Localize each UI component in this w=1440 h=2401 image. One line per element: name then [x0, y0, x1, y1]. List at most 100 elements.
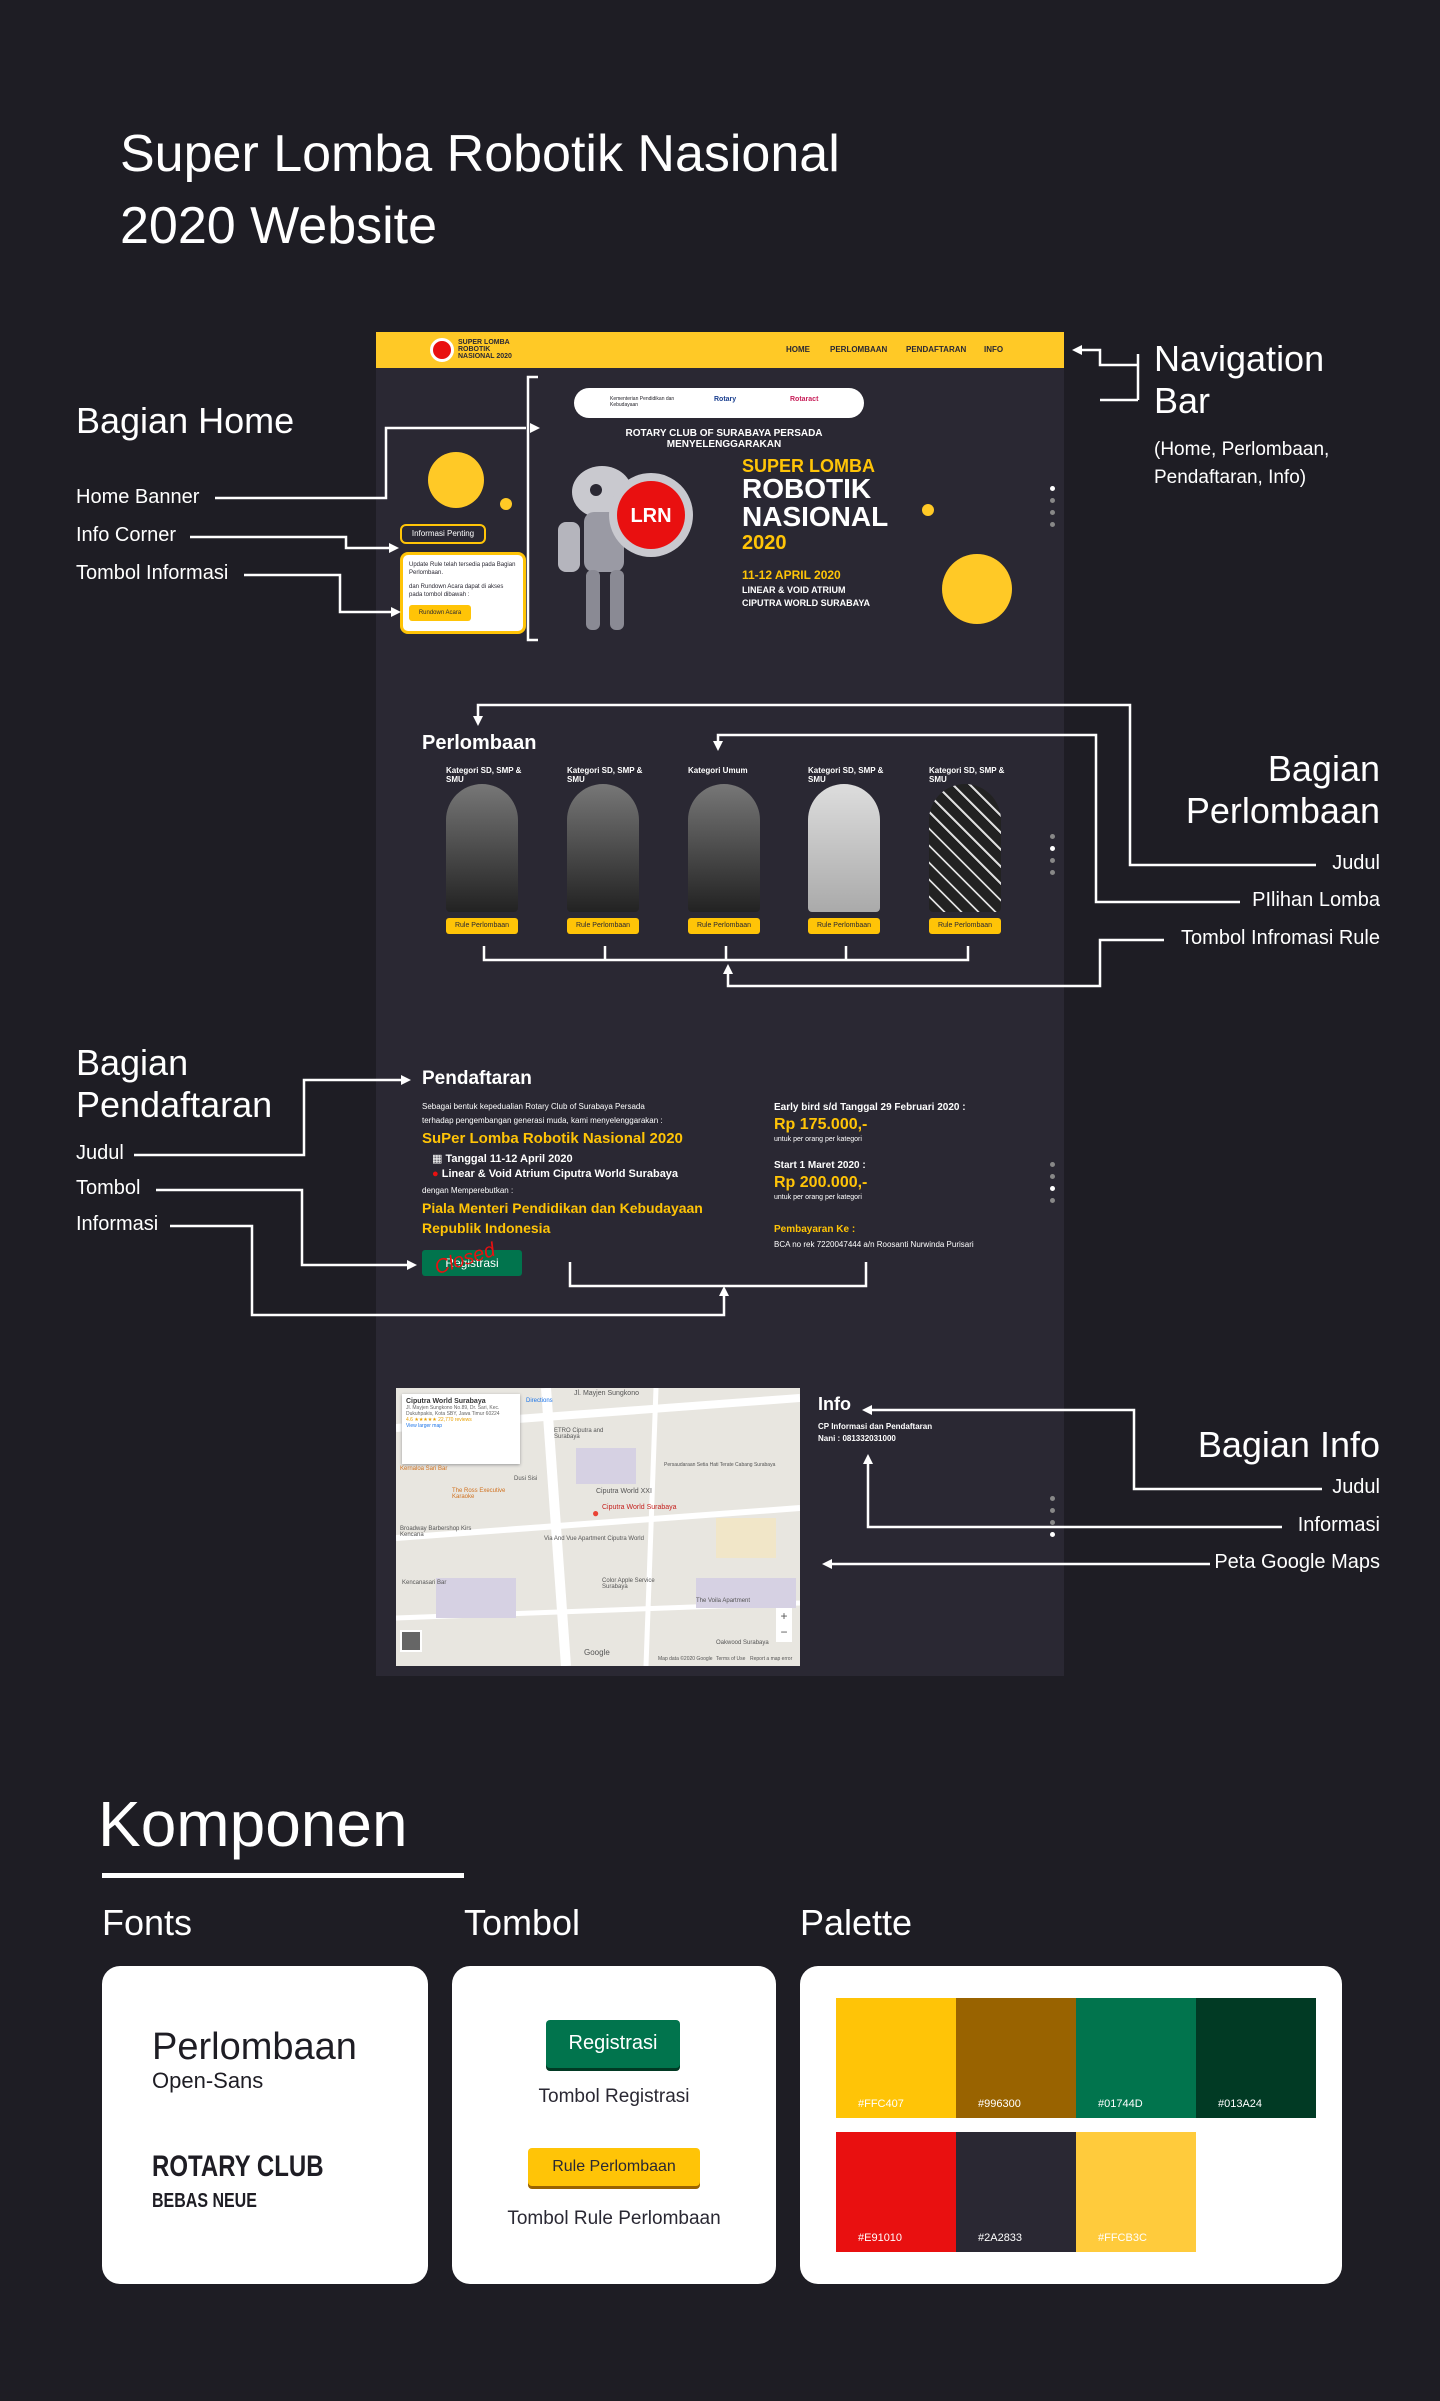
compete-for: dengan Memperebutkan : — [422, 1186, 514, 1195]
venue-line1: LINEAR & VOID ATRIUM — [742, 585, 846, 595]
label-tombol-informasi: Tombol Informasi — [76, 562, 229, 584]
swatch-01744d: #01744D — [1076, 1998, 1196, 2118]
map-zoom-control[interactable]: + − — [776, 1608, 792, 1642]
nav-perlombaan[interactable]: PERLOMBAAN — [830, 345, 888, 354]
lrn-badge-icon: LRN — [609, 473, 693, 557]
category-label-4: Kategori SD, SMP & SMU — [808, 766, 884, 784]
event-line1: SUPER LOMBA — [742, 456, 876, 476]
label-pilihan-lomba: PIlihan Lomba — [1252, 889, 1380, 911]
map-label-dusi: Dusi Sisi — [514, 1476, 538, 1482]
map-roads — [396, 1388, 800, 1666]
lomba-card-2[interactable] — [567, 784, 639, 912]
map-directions[interactable]: Directions — [526, 1398, 553, 1404]
google-map[interactable]: Ciputra World Surabaya Jl. Mayjen Sungko… — [396, 1388, 800, 1666]
sample-registrasi-button[interactable]: Registrasi — [546, 2020, 680, 2068]
swatch-label-3: #01744D — [1098, 2098, 1143, 2110]
swatch-label-6: #2A2833 — [978, 2232, 1023, 2244]
map-report[interactable]: Report a map error — [750, 1656, 793, 1662]
tombol-heading: Tombol — [464, 1902, 581, 1943]
sponsor-logos: Kementerian Pendidikan dan Kebudayaan Ro… — [574, 388, 864, 418]
font1-sample: Perlombaan — [152, 2026, 357, 2068]
swatch-e91010: #E91010 — [836, 2132, 956, 2252]
swatch-ffcb3c: #FFCB3C — [1076, 2132, 1196, 2252]
pendaftaran-date-text: Tanggal 11-12 April 2020 — [445, 1153, 573, 1165]
komponen-underline — [102, 1873, 464, 1878]
font1-name: Open-Sans — [152, 2068, 264, 2093]
map-pin-icon: ● — [592, 1506, 600, 1520]
payment-title: Pembayaran Ke : — [774, 1224, 856, 1235]
rule-button-1[interactable]: Rule Perlombaan — [446, 918, 518, 934]
label-info-judul: Judul — [1332, 1476, 1380, 1498]
map-label-kernaloa: Kernaloa Sari Bar — [400, 1466, 448, 1472]
map-label-via: Via And Vue Apartment Ciputra World — [544, 1536, 644, 1542]
palette-heading: Palette — [800, 1902, 913, 1943]
label-info-informasi: Informasi — [1297, 1514, 1380, 1536]
rotary-logo: Rotary — [714, 396, 737, 403]
swatch-label-4: #013A24 — [1218, 2098, 1263, 2110]
lomba-card-5[interactable] — [929, 784, 1001, 912]
decor-circle-small — [500, 498, 512, 510]
map-link[interactable]: View larger map — [406, 1423, 443, 1429]
early-bird: Early bird s/d Tanggal 29 Februari 2020 … — [774, 1102, 966, 1113]
registrasi-button[interactable]: Registrasi — [422, 1250, 522, 1276]
btn2-caption: Tombol Rule Perlombaan — [507, 2208, 721, 2229]
map-terms[interactable]: Terms of Use — [716, 1656, 746, 1662]
section-dots-info[interactable] — [1050, 1496, 1055, 1544]
organizer-text: ROTARY CLUB OF SURABAYA PERSADA MENYELEN… — [625, 428, 823, 450]
map-place-card: Ciputra World Surabaya Jl. Mayjen Sungko… — [402, 1394, 520, 1464]
nav-info[interactable]: INFO — [984, 345, 1004, 354]
start-date: Start 1 Maret 2020 : — [774, 1160, 866, 1171]
site-logo-icon[interactable] — [430, 338, 454, 362]
swatch-996300: #996300 — [956, 1998, 1076, 2118]
location-pin-icon: ● — [432, 1168, 439, 1180]
lomba-card-1[interactable] — [446, 784, 518, 912]
decor-circle-dot — [922, 504, 934, 516]
label-bagian-pendaftaran: Bagian Pendaftaran — [76, 1042, 273, 1125]
btn1-caption: Tombol Registrasi — [538, 2086, 690, 2107]
lomba-card-3[interactable] — [688, 784, 760, 912]
map-label-ciputra: Ciputra World Surabaya — [602, 1504, 677, 1511]
map-layer-toggle[interactable] — [400, 1630, 422, 1652]
map-label-broadway: Broadway Barbershop Kirs Kencana — [400, 1526, 472, 1538]
info-corner-title: Informasi Penting — [400, 524, 486, 544]
label-navbar-detail: (Home, Perlombaan, Pendaftaran, Info) — [1154, 439, 1330, 488]
label-bagian-home: Bagian Home — [76, 400, 295, 441]
section-dots-perlombaan[interactable] — [1050, 834, 1055, 882]
category-label-3: Kategori Umum — [688, 766, 748, 775]
nav-home[interactable]: HOME — [786, 345, 810, 354]
nav-pendaftaran[interactable]: PENDAFTARAN — [906, 345, 967, 354]
section-dots-home[interactable] — [1050, 486, 1055, 534]
decor-circle-large — [942, 554, 1012, 624]
map-label-ross: The Ross Executive Karaoke — [452, 1488, 506, 1500]
map-label-xxi: Ciputra World XXI — [596, 1488, 652, 1495]
label-home-banner: Home Banner — [76, 486, 200, 508]
pendaftaran-venue: ● Linear & Void Atrium Ciputra World Sur… — [432, 1168, 678, 1180]
rundown-button[interactable]: Rundown Acara — [409, 605, 471, 621]
page-title: Super Lomba Robotik Nasional 2020 Websit… — [120, 125, 840, 255]
rule-button-3[interactable]: Rule Perlombaan — [688, 918, 760, 934]
start-price: Rp 200.000,- — [774, 1174, 868, 1191]
komponen-title: Komponen — [98, 1788, 408, 1860]
pendaftaran-title: Pendaftaran — [422, 1068, 532, 1089]
label-info-corner: Info Corner — [76, 524, 177, 546]
rule-button-5[interactable]: Rule Perlombaan — [929, 918, 1001, 934]
rule-button-4[interactable]: Rule Perlombaan — [808, 918, 880, 934]
info-phone: Nani : 081332031000 — [818, 1434, 896, 1443]
event-line3: NASIONAL — [742, 501, 889, 532]
map-label-apple: Color Apple Service Surabaya — [602, 1578, 655, 1590]
label-peta-google: Peta Google Maps — [1214, 1551, 1380, 1573]
event-date: 11-12 APRIL 2020 — [742, 568, 841, 582]
perlombaan-title: Perlombaan — [422, 732, 537, 754]
label-bagian-perlombaan: Bagian Perlombaan — [1185, 748, 1380, 831]
rule-button-2[interactable]: Rule Perlombaan — [567, 918, 639, 934]
map-label-street: Jl. Mayjen Sungkono — [574, 1390, 639, 1397]
fonts-heading: Fonts — [102, 1902, 193, 1943]
section-dots-pendaftaran[interactable] — [1050, 1162, 1055, 1210]
map-label-psht: Persaudaraan Setia Hati Terate Cabang Su… — [664, 1462, 776, 1468]
sample-rule-button[interactable]: Rule Perlombaan — [528, 2148, 700, 2186]
lomba-card-4[interactable] — [808, 784, 880, 912]
annotation-lines — [134, 348, 1322, 1566]
early-price: Rp 175.000,- — [774, 1116, 868, 1133]
label-bagian-info: Bagian Info — [1197, 1424, 1380, 1465]
map-google-logo: Google — [584, 1648, 610, 1657]
